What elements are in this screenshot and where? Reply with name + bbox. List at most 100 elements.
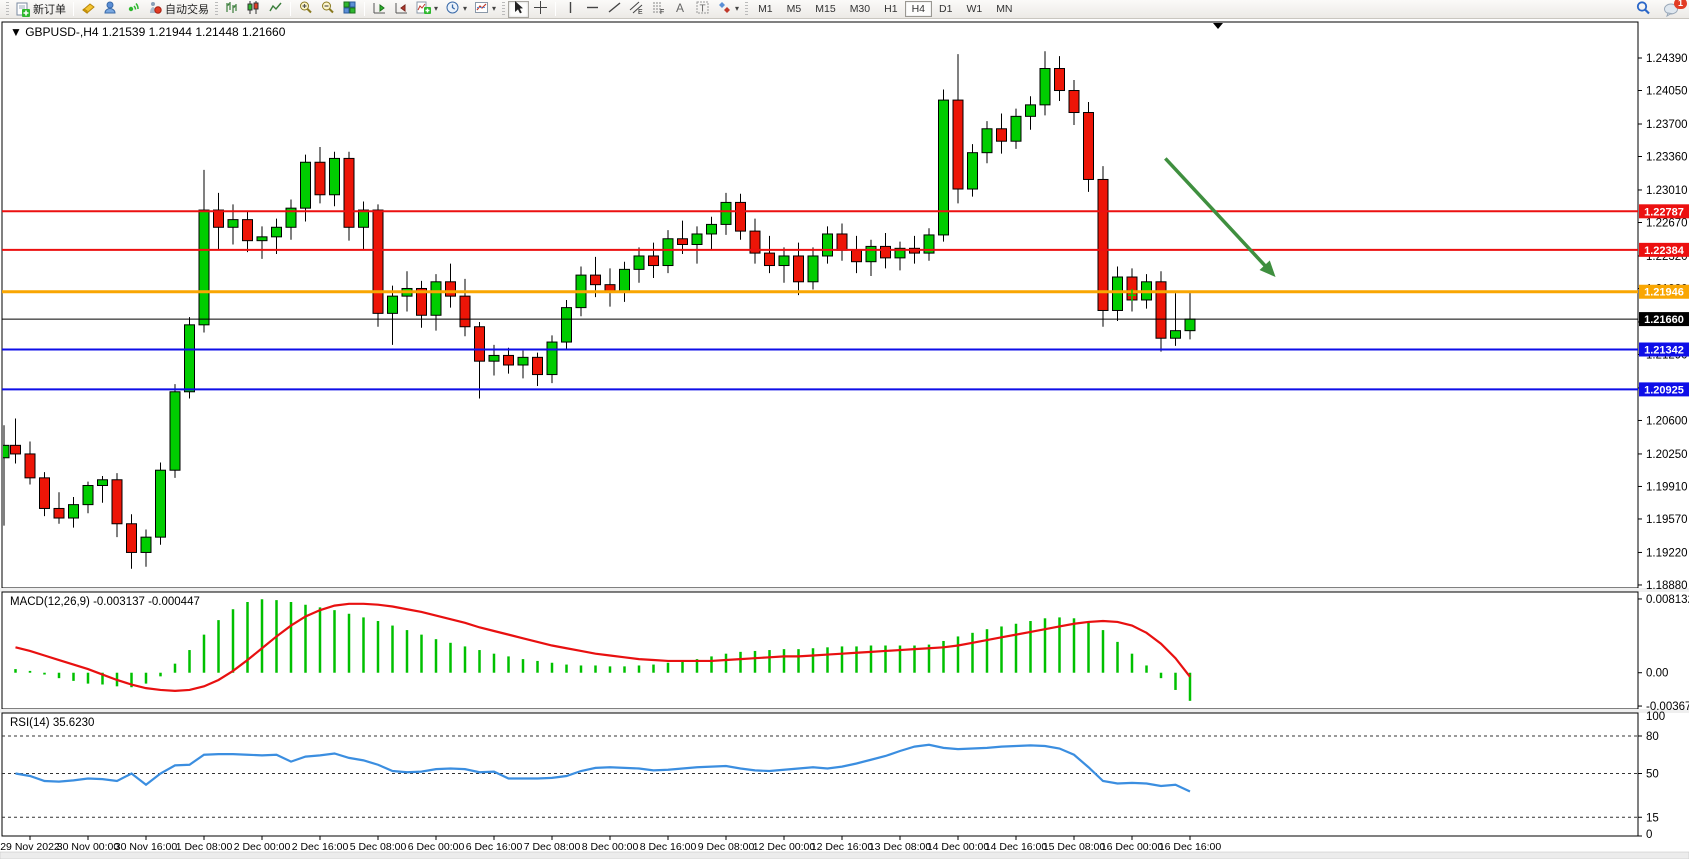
pane-separator[interactable] [0, 709, 1689, 713]
tile-windows-button[interactable] [339, 1, 360, 18]
cursor-button[interactable] [508, 0, 530, 18]
candle-up [1025, 104, 1036, 117]
chart-area[interactable]: 1.24390 1.24050 1.23700 1.23360 1.23010 1.226… [0, 19, 1689, 859]
price-tick-label: 1.20250 [1646, 449, 1688, 461]
line-chart-button[interactable] [265, 1, 286, 18]
candle-down [1068, 90, 1080, 114]
arrow-head [1259, 260, 1276, 278]
candle-up [184, 324, 195, 393]
candle-up [256, 236, 268, 242]
profile-button[interactable] [100, 1, 121, 18]
chat-badge: 1 [1673, 0, 1687, 9]
time-tick-label: 5 Dec 08:00 [350, 841, 407, 853]
rsi-indicator: 100 80 50 15 0 RSI(14) 35.6230 [2, 711, 1665, 841]
arrows-button[interactable]: ▾ [714, 1, 742, 18]
trendline-button[interactable] [604, 1, 625, 18]
search-button[interactable] [1632, 0, 1654, 18]
timeframe-d1[interactable]: D1 [932, 1, 959, 17]
candle-up [1039, 68, 1051, 106]
candle-up [662, 238, 674, 267]
arrows-icon [717, 0, 732, 18]
price-badge [1639, 312, 1689, 327]
candle-up [938, 99, 949, 236]
candle-up [198, 209, 210, 326]
periods-button[interactable]: ▾ [442, 1, 470, 18]
candle-down [735, 201, 746, 232]
timeframe-mn[interactable]: MN [989, 1, 1019, 17]
indicators-button[interactable]: ▾ [413, 1, 441, 18]
timeframe-m1[interactable]: M1 [751, 1, 780, 17]
dropdown-caret: ▾ [735, 4, 740, 13]
price-chart-canvas[interactable]: 1.24390 1.24050 1.23700 1.23360 1.23010 1.226… [0, 19, 1689, 859]
svg-text:A: A [676, 1, 684, 15]
buy-cross-marker[interactable] [1128, 289, 1136, 302]
horizontal-line-button[interactable] [582, 1, 603, 18]
timeframe-group: M1 M5 M15 M30 H1 H4 D1 W1 MN [751, 1, 1019, 17]
price-tick-label: 1.23010 [1646, 185, 1688, 197]
bar-chart-button[interactable] [221, 1, 242, 18]
time-tick-label: 14 Dec 16:00 [985, 841, 1048, 853]
toolbar-grip[interactable] [502, 2, 506, 16]
crosshair-button[interactable] [530, 1, 551, 18]
autotrade-label: 自动交易 [165, 4, 209, 16]
price-tick-label: 1.18880 [1646, 580, 1688, 592]
toolbar: 新订单 自动交易 [0, 0, 1689, 19]
timeframe-h4[interactable]: H4 [904, 1, 932, 17]
channel-button[interactable]: E [626, 1, 647, 18]
toolbar-grip[interactable] [745, 2, 749, 16]
toolbar-grip[interactable] [215, 2, 218, 16]
zoom-in-button[interactable] [295, 1, 316, 18]
price-badge-label: 1.21946 [1644, 287, 1684, 299]
candle-down [836, 233, 848, 251]
chart-shift-marker[interactable] [1213, 23, 1223, 29]
text-button[interactable]: A [670, 1, 691, 18]
candle-down [213, 209, 224, 228]
price-tick-label: 1.20600 [1646, 415, 1688, 427]
chart-shift-button[interactable] [391, 1, 412, 18]
zoom-out-button[interactable] [317, 1, 338, 18]
templates-icon [474, 0, 489, 18]
timeframe-m5[interactable]: M5 [780, 1, 809, 17]
pane-separator[interactable] [0, 588, 1689, 592]
fibonacci-button[interactable]: F [648, 1, 669, 18]
chat-button[interactable]: 1 [1660, 0, 1687, 18]
new-order-button[interactable]: 新订单 [12, 1, 69, 18]
svg-text:F: F [660, 9, 664, 15]
time-tick-label: 16 Dec 00:00 [1101, 841, 1164, 853]
bar-chart-icon [224, 0, 239, 18]
timeframe-w1[interactable]: W1 [959, 1, 989, 17]
candle-down [532, 356, 543, 376]
candles [3, 51, 1196, 569]
macd-indicator: 0.008132 0.00 -0.003674 MACD(12,26,9) -0.00… [10, 594, 1689, 713]
auto-scroll-icon [372, 0, 387, 18]
time-tick-label: 13 Dec 08:00 [869, 841, 932, 853]
toolbar-grip[interactable] [6, 2, 9, 16]
auto-scroll-button[interactable] [369, 1, 390, 18]
candle-down [851, 249, 862, 263]
macd-tick-label: 0.00 [1646, 668, 1668, 680]
market-button[interactable] [78, 1, 99, 18]
zoom-in-icon [298, 0, 313, 18]
candle-up [619, 268, 630, 292]
trend-arrow[interactable] [1164, 157, 1276, 278]
templates-button[interactable]: ▾ [471, 1, 499, 18]
candlestick-button[interactable] [243, 1, 264, 18]
signals-button[interactable] [122, 1, 143, 18]
timeframe-m30[interactable]: M30 [843, 1, 877, 17]
timeframe-m15[interactable]: M15 [808, 1, 842, 17]
fibonacci-icon: F [651, 0, 666, 18]
candle-down [793, 255, 804, 283]
autotrade-button[interactable]: 自动交易 [144, 1, 212, 18]
price-badge [1639, 242, 1689, 257]
candle-down [111, 479, 123, 525]
timeframe-h1[interactable]: H1 [877, 1, 904, 17]
rsi-tick-label: 50 [1646, 769, 1659, 781]
candle-up [807, 255, 819, 283]
separator [555, 2, 557, 16]
time-tick-label: 9 Dec 08:00 [698, 841, 755, 853]
label-button[interactable]: T [692, 1, 713, 18]
vertical-line-button[interactable] [560, 1, 581, 18]
indicators-icon [416, 0, 431, 18]
trendline-icon [607, 0, 622, 18]
candle-up [82, 485, 94, 506]
